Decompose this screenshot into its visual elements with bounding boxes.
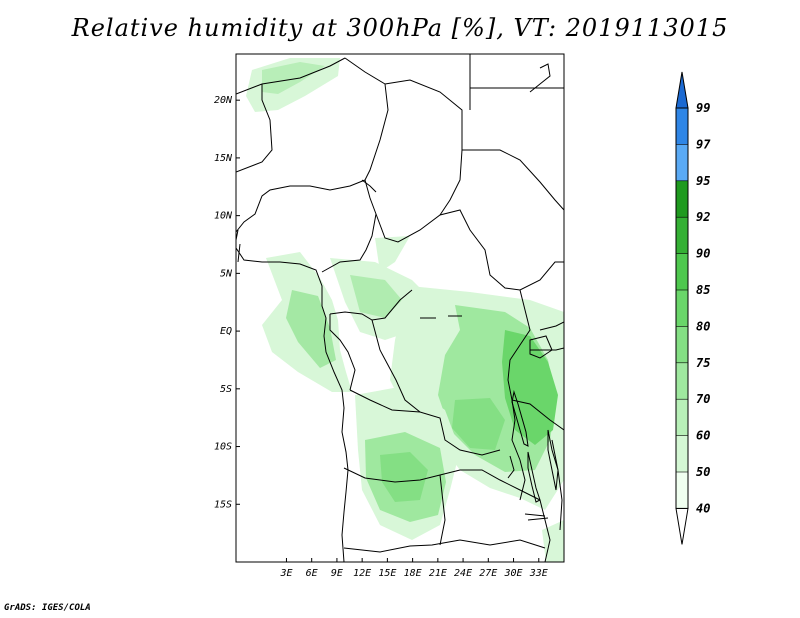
border-line [375,209,564,291]
lon-tick-label: 9E [331,568,343,579]
humidity-area [380,452,428,502]
colorbar-segment [676,108,688,145]
latitude-axis: 20N 15N 10N 5N EQ 5S 10S 15S [214,95,240,510]
border-line [236,84,273,173]
colorbar-label: 60 [696,429,710,443]
lat-tick-label: 10N [214,211,233,222]
lake-outline [361,179,377,193]
border-line [349,389,501,456]
colorbar-lower-extend [675,507,689,545]
colorbar-label: 70 [696,392,710,406]
colorbar-label: 80 [696,319,710,333]
border-line [236,229,241,263]
lake-outline [547,429,559,491]
border-line [539,321,564,331]
colorbar-label: 97 [696,137,711,151]
colorbar-segment [676,180,688,218]
humidity-area [286,290,336,368]
lake-outline [507,455,515,479]
lat-tick-label: 5S [220,384,232,395]
colorbar-label: 85 [696,283,710,297]
colorbar-segment [676,326,688,363]
border-line [343,467,541,501]
colorbar-segment [676,290,688,327]
coastline-west [236,247,349,562]
lake-outline [524,513,549,521]
colorbar-label: 92 [696,210,710,224]
colorbar-segment [676,253,688,290]
colorbar-upper-extend [675,71,689,109]
border-line [236,179,366,233]
humidity-area [350,275,402,318]
colorbar-label: 90 [696,247,710,261]
border-line [329,314,356,391]
colorbar-label: 95 [696,174,710,188]
colorbar-label: 75 [696,356,710,370]
humidity-shading [246,58,564,562]
colorbar-label: 50 [696,465,710,479]
lon-tick-label: 15E [378,568,396,579]
longitude-axis: 3E 6E 9E 12E 15E 18E 21E 24E 27E 30E 33E [279,558,548,579]
border-line [344,57,389,181]
border-line [343,539,546,553]
humidity-area [375,236,410,272]
map-frame [235,53,565,563]
colorbar-label: 40 [696,501,710,515]
lon-tick-label: 21E [429,568,447,579]
border-line [551,439,563,531]
lon-tick-label: 30E [504,568,523,579]
lake-outline [529,335,553,359]
lon-tick-label: 6E [306,568,318,579]
lake-outline [529,63,551,93]
colorbar-segment [676,399,688,436]
lake-outline [511,390,529,447]
credit-text: GrADS: IGES/COLA [4,603,91,613]
lat-tick-label: 15S [214,499,232,510]
colorbar-segment [676,217,688,254]
lon-tick-label: 24E [454,568,472,579]
border-line [439,474,446,546]
lon-tick-label: 12E [353,568,371,579]
border-line [384,79,463,216]
country-borders [236,54,564,562]
colorbar-segment [676,472,688,509]
lon-tick-label: 27E [479,568,497,579]
lat-tick-label: 10S [214,442,232,453]
humidity-area [452,398,505,450]
lat-tick-label: 5N [220,268,233,279]
border-line [507,289,531,501]
colorbar: 40 50 60 70 75 80 85 90 92 95 97 99 [675,71,711,545]
border-line [539,499,551,562]
lake-outline [420,315,462,319]
lake-outline [527,451,541,503]
colorbar-segment [676,435,688,472]
border-line [462,149,564,211]
border-line [236,57,346,95]
border-line [530,347,564,351]
humidity-area [262,62,325,94]
lat-tick-label: 15N [214,153,233,164]
border-line [321,179,377,273]
colorbar-segment [676,362,688,400]
border-line [371,319,421,413]
lon-tick-label: 3E [279,568,292,579]
colorbar-segment [676,144,688,181]
map-title: Relative humidity at 300hPa [%], VT: 201… [71,14,729,42]
lon-tick-label: 18E [404,568,422,579]
lat-tick-label: EQ [220,326,232,337]
lat-tick-label: 20N [214,95,233,106]
lon-tick-label: 33E [529,568,548,579]
border-line [511,399,564,431]
colorbar-label: 99 [696,101,710,115]
